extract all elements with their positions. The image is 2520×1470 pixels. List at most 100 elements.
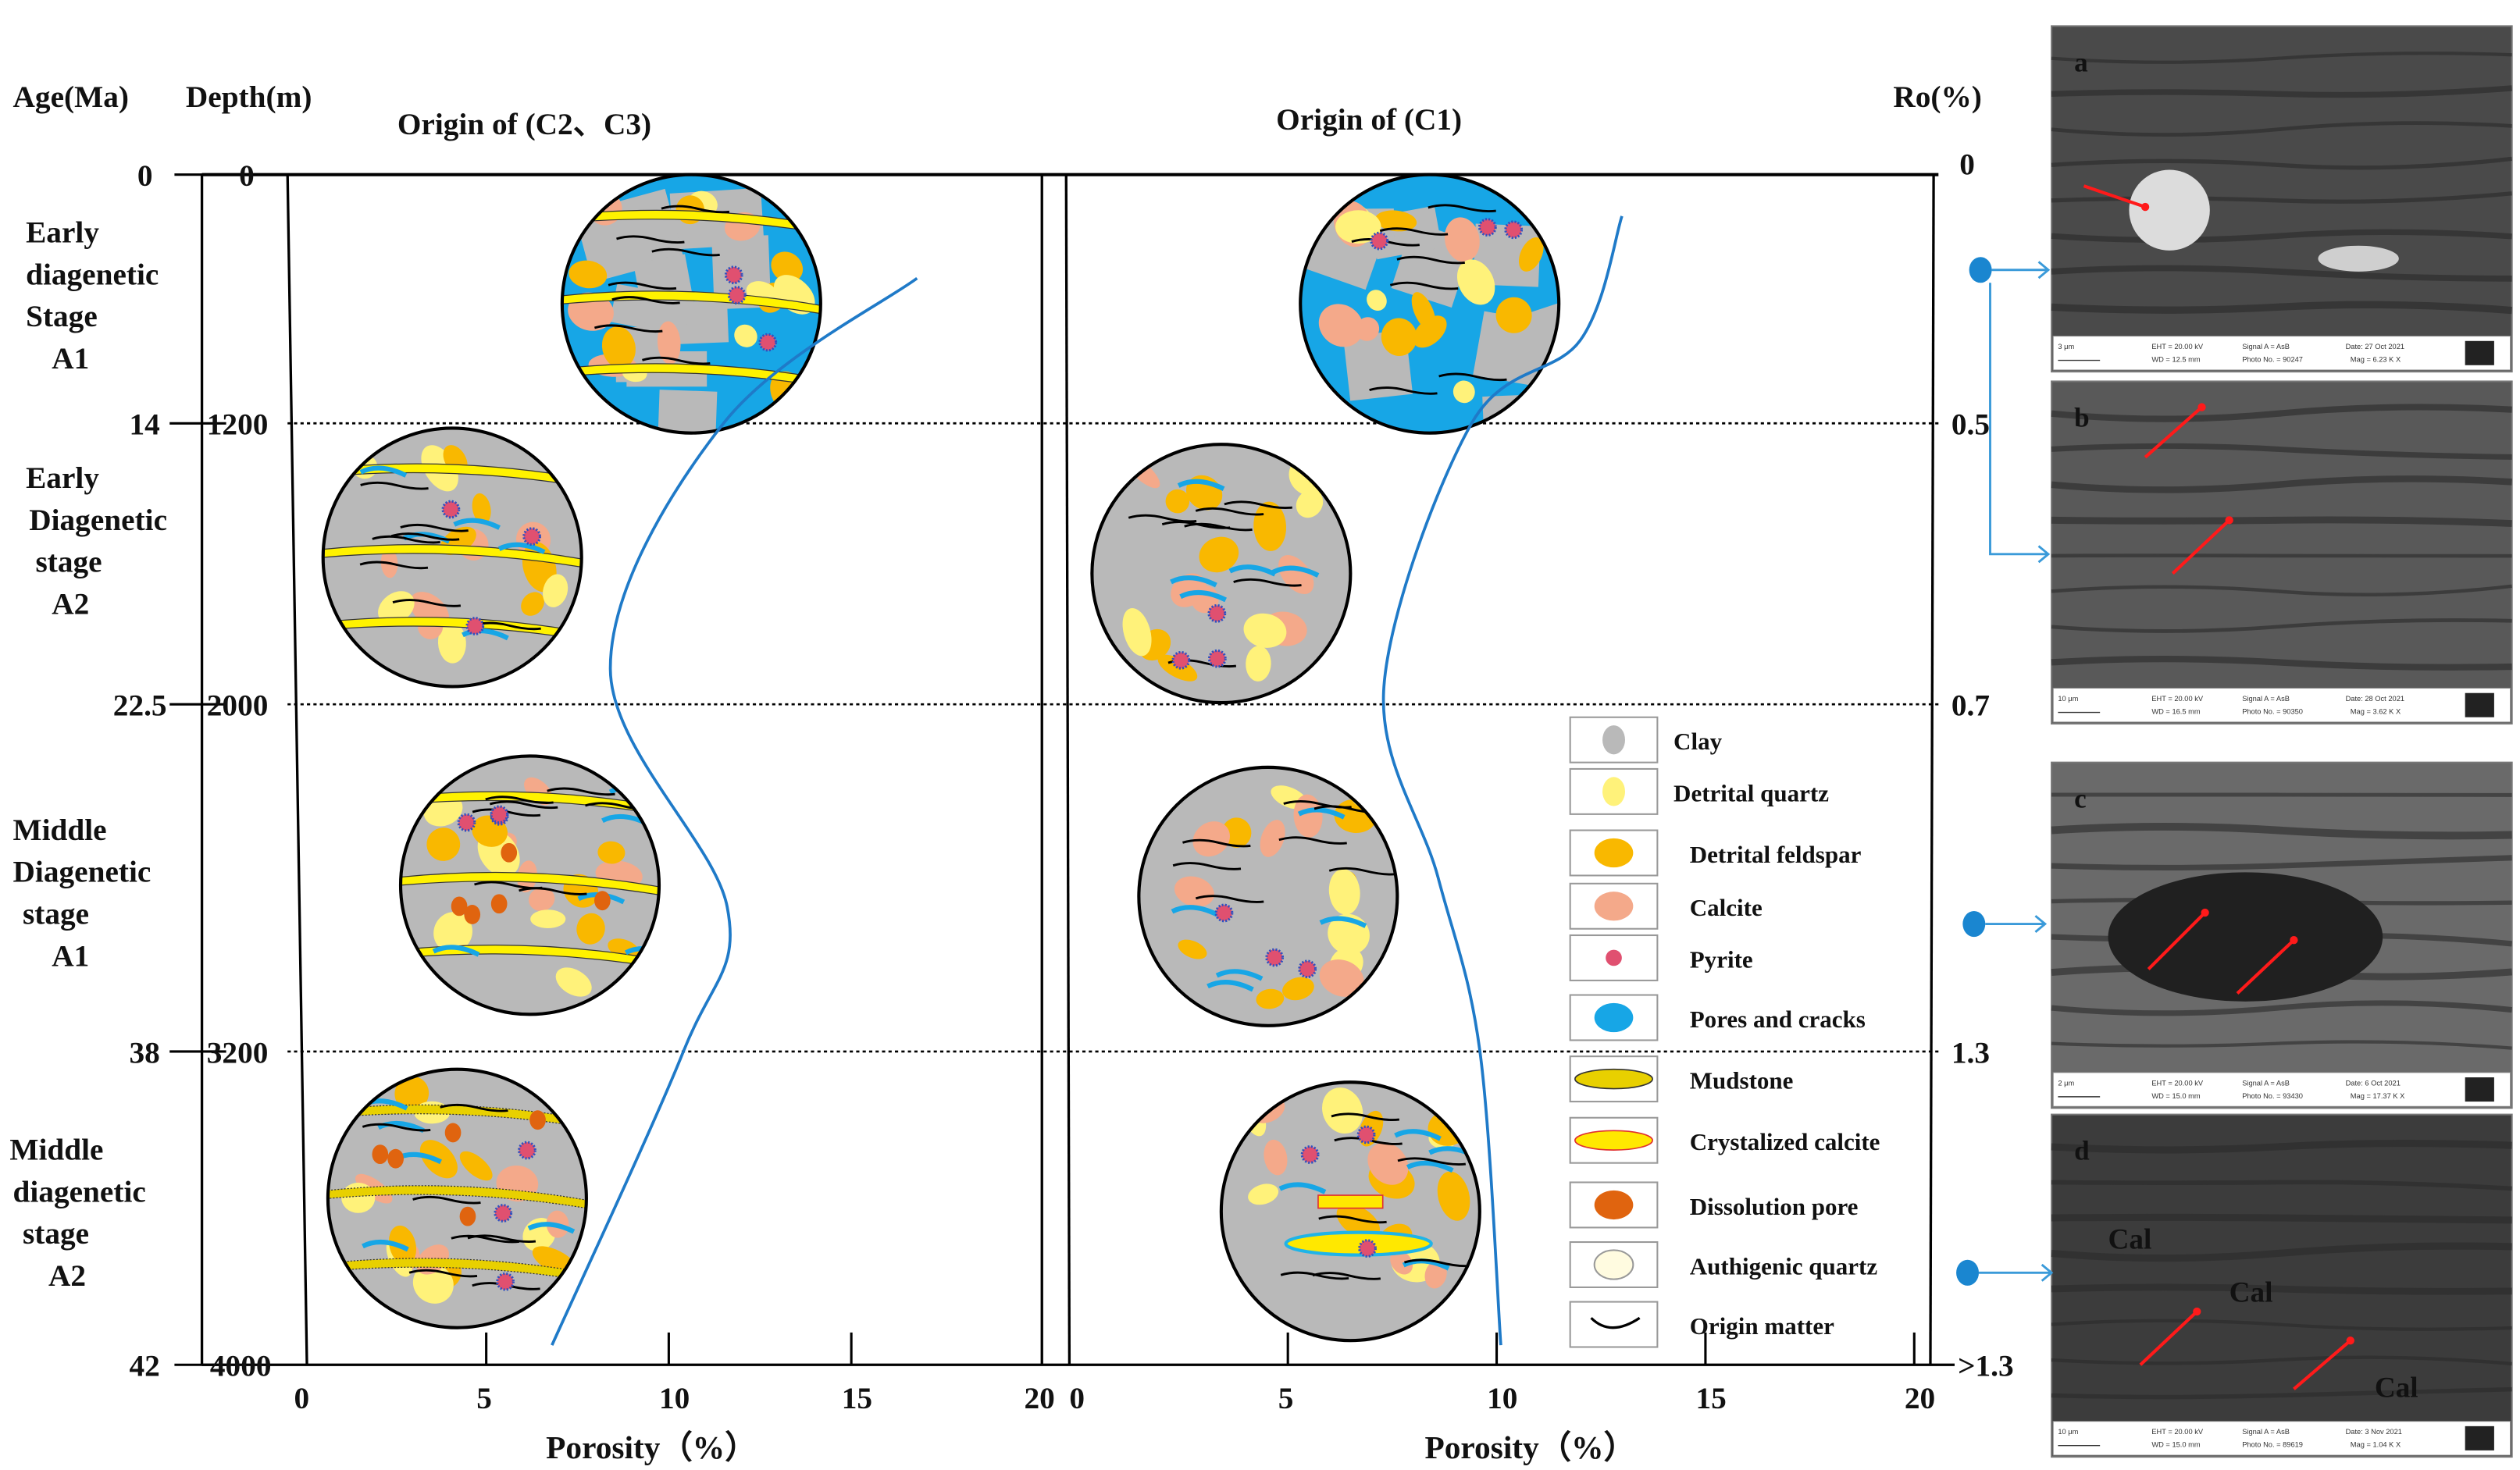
sem-image-d: d 10 μm EHT = 20.00 kV WD = 15.0 mm Signal A… — [2051, 1113, 2513, 1458]
sem-date: Date: 3 Nov 2021 — [2346, 1428, 2402, 1436]
legend-label: Origin matter — [1690, 1312, 1834, 1340]
red-arrow — [2293, 1339, 2352, 1390]
stage-label-line: stage — [23, 1216, 89, 1251]
petrography-circle — [1299, 173, 1561, 435]
stage-labels: Early diagenetic Stage A1 Early Diagenetic sta… — [9, 215, 167, 1293]
sem-mag: Mag = 1.04 K X — [2351, 1441, 2401, 1449]
age-tick-label: 38 — [129, 1035, 159, 1070]
stage-label-line: Middle — [13, 813, 107, 847]
stage-label-line: A1 — [52, 341, 89, 376]
sem-wd: WD = 16.5 mm — [2151, 708, 2201, 716]
ro-axis-title: Ro(%) — [1893, 80, 1982, 114]
petrography-circle — [398, 754, 661, 1016]
stage-label-line: Early — [26, 215, 99, 250]
sem-panel-letter: a — [2074, 47, 2088, 77]
porosity-curve-left — [551, 276, 918, 1346]
stage-label-line: A2 — [52, 586, 89, 621]
depth-axis-title: Depth(m) — [186, 80, 312, 114]
porosity-tick-label: 0 — [294, 1381, 309, 1415]
porosity-tick-label: 10 — [1487, 1381, 1517, 1415]
sem-eht: EHT = 20.00 kV — [2151, 695, 2204, 703]
sem-wd: WD = 15.0 mm — [2151, 1092, 2201, 1100]
stage-label-line: A2 — [48, 1258, 86, 1293]
red-arrow — [2147, 911, 2207, 970]
calcite-label: Cal — [2375, 1372, 2418, 1404]
porosity-tick-label: 15 — [1696, 1381, 1727, 1415]
porosity-curve-right — [1381, 215, 1624, 1346]
petrography-circle — [321, 426, 583, 689]
sem-mag: Mag = 6.23 K X — [2351, 356, 2401, 364]
legend-item: Mudstone — [1569, 1055, 1794, 1103]
porosity-tick-label: 20 — [1024, 1381, 1054, 1415]
legend-item: Pyrite — [1569, 934, 1753, 981]
right-porosity-label: Porosity（%） — [1424, 1429, 1635, 1465]
legend-label: Dissolution pore — [1690, 1193, 1859, 1220]
legend-item: Dissolution pore — [1569, 1181, 1859, 1229]
calcite-label: Cal — [2108, 1223, 2152, 1255]
origin-matter-icon — [1590, 1316, 1641, 1329]
sem-mag: Mag = 17.37 K X — [2351, 1092, 2405, 1100]
sem-photo: Photo No. = 90350 — [2242, 708, 2303, 716]
dissolution-pore-icon — [1594, 1190, 1634, 1220]
authigenic-quartz-icon — [1593, 1249, 1634, 1280]
porosity-tick-label: 5 — [476, 1381, 492, 1415]
legend-label: Crystalized calcite — [1690, 1128, 1880, 1155]
calcite-icon — [1594, 892, 1634, 921]
petrography-sketches — [321, 173, 1561, 1343]
sem-signal: Signal A = AsB — [2242, 1428, 2290, 1436]
legend-item: Crystalized calcite — [1569, 1116, 1880, 1164]
stage-label-line: Diagenetic — [29, 503, 167, 537]
stage-label-line: A1 — [52, 938, 89, 973]
calcite-label: Cal — [2230, 1277, 2273, 1309]
sem-photo: Photo No. = 89619 — [2242, 1441, 2303, 1449]
legend-item: Origin matter — [1569, 1301, 1834, 1348]
ro-tick-label: 0.5 — [1951, 408, 1990, 442]
left-porosity-label: Porosity（%） — [546, 1429, 757, 1465]
stage-label-line: Stage — [26, 299, 98, 333]
pores-icon — [1594, 1002, 1634, 1033]
sem-photo: Photo No. = 90247 — [2242, 356, 2303, 364]
legend-label: Calcite — [1690, 894, 1763, 921]
depth-tick-label: 1200 — [207, 408, 269, 442]
legend-item: Calcite — [1569, 882, 1763, 930]
sem-scale: 3 μm — [2058, 343, 2074, 351]
stage-label-line: stage — [36, 545, 102, 579]
ro-tick-label: >1.3 — [1958, 1349, 2014, 1383]
axis-ticks: 0 0 014 1200 0.522.5 2000 0.738 3200 1.342 4000 >1… — [113, 148, 2014, 1415]
depth-tick-label: 0 — [239, 158, 255, 193]
legend-item: Pores and cracks — [1569, 994, 1866, 1041]
depth-tick-label: 4000 — [210, 1349, 272, 1383]
sample-marker — [1956, 1259, 1980, 1286]
stage-label-line: Early — [26, 461, 99, 495]
legend-item: Clay — [1569, 716, 1723, 763]
mudstone-icon — [1574, 1068, 1653, 1090]
detrital-feldspar-icon — [1594, 838, 1634, 868]
petrography-circle — [326, 1067, 588, 1329]
sem-images: a 3 μm EHT = 20.00 kV WD = 12.5 mm Signal A … — [2051, 25, 2513, 1458]
sem-date: Date: 27 Oct 2021 — [2346, 343, 2404, 351]
legend-label: Mudstone — [1690, 1067, 1794, 1094]
stage-label-line: Middle — [9, 1133, 103, 1167]
sem-eht: EHT = 20.00 kV — [2151, 1428, 2204, 1436]
ro-tick-label: 0.7 — [1951, 689, 1990, 723]
sem-eht: EHT = 20.00 kV — [2151, 1079, 2204, 1087]
legend-label: Detrital quartz — [1673, 779, 1829, 806]
red-arrow — [2144, 406, 2203, 459]
clay-icon — [1602, 725, 1626, 755]
legend-item: Authigenic quartz — [1569, 1241, 1878, 1288]
legend-label: Clay — [1673, 728, 1723, 755]
age-tick-label: 42 — [129, 1349, 159, 1383]
pyrite-icon — [1606, 949, 1622, 966]
sem-image-b: b 10 μm EHT = 20.00 kV WD = 16.5 mm Signal A… — [2051, 380, 2513, 725]
sem-eht: EHT = 20.00 kV — [2151, 343, 2204, 351]
sem-mag: Mag = 3.62 K X — [2351, 708, 2401, 716]
sample-connectors — [1956, 257, 2054, 1286]
ro-tick-label: 0 — [1959, 148, 1975, 182]
stage-label-line: Diagenetic — [13, 855, 151, 889]
ro-tick-label: 1.3 — [1951, 1035, 1990, 1070]
petrography-circle — [1137, 765, 1399, 1027]
red-arrow — [2139, 1310, 2198, 1366]
legend-label: Authigenic quartz — [1690, 1252, 1878, 1280]
stage-label-line: diagenetic — [26, 257, 159, 291]
